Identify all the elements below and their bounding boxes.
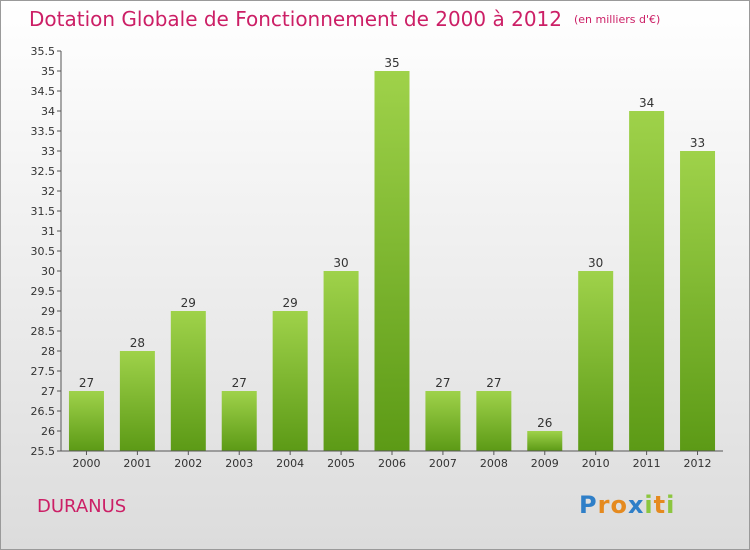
bar-label-2003: 27: [232, 376, 247, 390]
x-tick-label-2000: 2000: [72, 457, 100, 470]
bars-group: [68, 71, 716, 451]
bar-2004: [272, 311, 308, 451]
logo-letter: r: [597, 491, 611, 519]
bar-label-2011: 34: [639, 96, 654, 110]
bar-2001: [119, 351, 155, 451]
bar-label-2005: 30: [333, 256, 348, 270]
bar-label-2001: 28: [130, 336, 145, 350]
x-tick-label-2008: 2008: [480, 457, 508, 470]
bar-label-2006: 35: [384, 56, 399, 70]
proxiti-logo: Proxiti: [579, 491, 675, 519]
x-tick-label-2001: 2001: [123, 457, 151, 470]
y-tick-label: 33.5: [31, 125, 56, 138]
x-tick-label-2006: 2006: [378, 457, 406, 470]
chart-subtitle: (en milliers d'€): [574, 13, 661, 26]
x-tick-label-2004: 2004: [276, 457, 304, 470]
y-tick-label: 26.5: [31, 405, 56, 418]
x-tick-label-2003: 2003: [225, 457, 253, 470]
x-tick-label-2011: 2011: [633, 457, 661, 470]
bar-2007: [425, 391, 461, 451]
y-tick-label: 28.5: [31, 325, 56, 338]
y-tick-label: 30.5: [31, 245, 56, 258]
bar-2002: [170, 311, 206, 451]
y-tick-label: 25.5: [31, 445, 56, 458]
x-axis-ticks: 2000 2001 2002 2003 2004 2005 2006 2007 2008 2009…: [72, 451, 712, 470]
bar-2003: [221, 391, 257, 451]
y-tick-label: 31.5: [31, 205, 56, 218]
bar-label-2009: 26: [537, 416, 552, 430]
y-tick-label: 29: [41, 305, 55, 318]
x-tick-label-2009: 2009: [531, 457, 559, 470]
bar-2000: [68, 391, 104, 451]
bar-2009: [527, 431, 563, 451]
y-tick-label: 27: [41, 385, 55, 398]
x-tick-label-2005: 2005: [327, 457, 355, 470]
bar-2006: [374, 71, 410, 451]
y-tick-label: 27.5: [31, 365, 56, 378]
y-tick-label: 32.5: [31, 165, 56, 178]
y-tick-label: 31: [41, 225, 55, 238]
logo-letter: i: [666, 491, 676, 519]
logo-letter: x: [627, 491, 645, 519]
bar-2010: [578, 271, 614, 451]
y-tick-label: 33: [41, 145, 55, 158]
x-tick-label-2010: 2010: [582, 457, 610, 470]
chart-title: Dotation Globale de Fonctionnement de 20…: [29, 7, 660, 31]
bar-2011: [629, 111, 665, 451]
y-tick-label: 29.5: [31, 285, 56, 298]
x-tick-label-2012: 2012: [684, 457, 712, 470]
bar-label-2004: 29: [283, 296, 298, 310]
bar-label-2008: 27: [486, 376, 501, 390]
bar-labels-group: 27 28 29 27 29 30 35 27 27 26 30 34 33: [79, 56, 705, 430]
logo-letter: i: [644, 491, 654, 519]
y-tick-label: 28: [41, 345, 55, 358]
bar-2012: [680, 151, 716, 451]
x-tick-label-2007: 2007: [429, 457, 457, 470]
y-tick-label: 26: [41, 425, 55, 438]
x-tick-label-2002: 2002: [174, 457, 202, 470]
chart-title-text: Dotation Globale de Fonctionnement de 20…: [29, 7, 562, 31]
commune-name: DURANUS: [37, 496, 127, 517]
y-tick-label: 32: [41, 185, 55, 198]
y-tick-label: 30: [41, 265, 55, 278]
bar-label-2007: 27: [435, 376, 450, 390]
y-tick-label: 35.5: [31, 45, 56, 58]
bar-label-2010: 30: [588, 256, 603, 270]
logo-letter: t: [653, 491, 667, 519]
y-axis-ticks: 25.5 26 26.5 27 27.5 28 28.5 29 29.5 30 30.5 31 31.5…: [31, 45, 61, 458]
bar-label-2012: 33: [690, 136, 705, 150]
bar-label-2002: 29: [181, 296, 196, 310]
bar-2008: [476, 391, 512, 451]
y-tick-label: 34: [41, 105, 55, 118]
logo-letter: P: [579, 491, 598, 519]
bar-2005: [323, 271, 359, 451]
y-tick-label: 35: [41, 65, 55, 78]
y-tick-label: 34.5: [31, 85, 56, 98]
logo-letter: o: [610, 491, 628, 519]
bar-label-2000: 27: [79, 376, 94, 390]
